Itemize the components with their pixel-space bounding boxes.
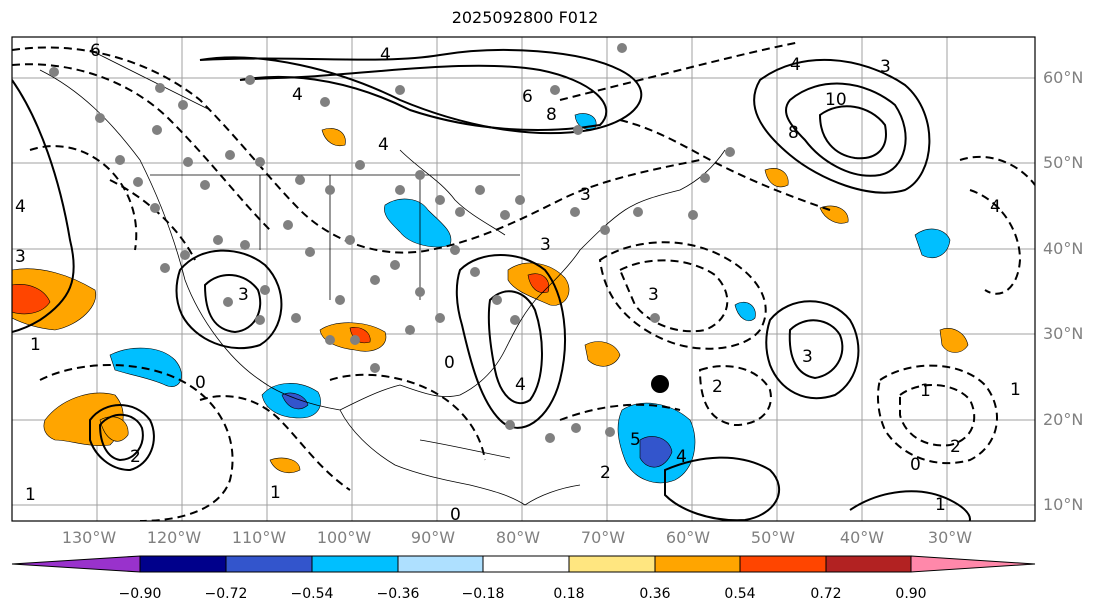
- colorbar-tick-label: 0.36: [639, 586, 671, 602]
- station-dots: [49, 43, 735, 443]
- longitude-label: 90°W: [410, 528, 456, 547]
- contour-label: 1: [30, 335, 41, 355]
- contour-label: 8: [788, 123, 799, 143]
- colorbar-tick-label: 0.90: [895, 586, 927, 602]
- latitude-label: 50°N: [1043, 153, 1084, 172]
- colorbar-segment: [139, 555, 227, 573]
- latitude-label: 20°N: [1043, 410, 1084, 429]
- contour-label: 3: [580, 185, 591, 205]
- contour-label: 0: [450, 505, 461, 525]
- contour-label: 0: [444, 353, 455, 373]
- map-frame: [11, 36, 1036, 522]
- contour-label: 3: [648, 285, 659, 305]
- contour-label: 3: [802, 347, 813, 367]
- colorbar-tick-label: 0.54: [724, 586, 756, 602]
- colorbar-segment: [825, 555, 912, 573]
- contour-label: 3: [880, 57, 891, 77]
- contour-label: 1: [920, 381, 931, 401]
- contour-label: 4: [515, 375, 526, 395]
- colorbar-segment: [910, 555, 1036, 573]
- shade-mexico-darkblue: [281, 392, 309, 410]
- colorbar-segment: [225, 555, 313, 573]
- chart-title: 2025092800 F012: [451, 8, 599, 27]
- contour-label: 2: [130, 447, 141, 467]
- longitude-label: 30°W: [927, 528, 973, 547]
- shade-blue-patch-1: [734, 301, 756, 322]
- contour-label: 4: [790, 55, 801, 75]
- shade-east-coast-red: [527, 273, 550, 293]
- colorbar-tick-label: 0.18: [553, 586, 585, 602]
- latitude-label: 10°N: [1043, 495, 1084, 514]
- contour-label: 6: [522, 87, 533, 107]
- contour-label: 8: [546, 105, 557, 125]
- contour-label: 4: [292, 85, 303, 105]
- latitude-label: 40°N: [1043, 239, 1084, 258]
- colorbar-tick-label: −0.72: [204, 586, 248, 602]
- latitude-label: 60°N: [1043, 68, 1084, 87]
- colorbar-segment: [397, 555, 484, 573]
- longitude-label: 100°W: [316, 528, 372, 547]
- colorbar: [11, 555, 1036, 573]
- contour-label-group: 6 4 4 6 8 4 10 8 4 3 3 3 4 1 3 2 0 2 4 0…: [15, 41, 1021, 525]
- contour-label: 5: [630, 430, 641, 450]
- contour-label: 6: [90, 41, 101, 61]
- colorbar-segment: [11, 555, 141, 573]
- storm-marker: [651, 375, 669, 393]
- colorbar-tick-label: −0.36: [376, 586, 420, 602]
- contour-label: 1: [25, 485, 36, 505]
- longitude-label: 80°W: [495, 528, 541, 547]
- shade-pacific-orange: [12, 268, 97, 331]
- contour-label: 2: [950, 437, 961, 457]
- contour-label: 4: [378, 135, 389, 155]
- shade-orange-patch-2: [269, 457, 301, 473]
- shade-atlantic-darkblue: [639, 436, 673, 468]
- latitude-label: 30°N: [1043, 324, 1084, 343]
- shade-orange-patch-3: [321, 128, 346, 147]
- colorbar-segment: [739, 555, 827, 573]
- contour-label: 3: [238, 285, 249, 305]
- shade-atlantic-orange: [584, 341, 621, 367]
- shade-tropical-orange: [43, 392, 124, 446]
- contour-label: 4: [676, 447, 687, 467]
- shade-northatl-orange: [764, 168, 789, 188]
- longitude-label: 130°W: [61, 528, 117, 547]
- shaded-regions: [12, 113, 969, 484]
- contour-label: 2: [712, 377, 723, 397]
- contour-label: 1: [935, 495, 946, 515]
- longitude-label: 110°W: [231, 528, 287, 547]
- contour-label: 3: [15, 247, 26, 267]
- colorbar-segment: [568, 555, 656, 573]
- contour-label: 10: [825, 90, 847, 110]
- colorbar-tick-label: 0.72: [810, 586, 842, 602]
- dashed-contours: [12, 41, 1035, 521]
- longitude-label: 50°W: [750, 528, 796, 547]
- longitude-label: 70°W: [580, 528, 626, 547]
- colorbar-tick-label: −0.90: [118, 586, 162, 602]
- contour-label: 4: [15, 197, 26, 217]
- shade-eastern-orange: [939, 328, 969, 353]
- contour-label: 3: [540, 235, 551, 255]
- longitude-label: 40°W: [839, 528, 885, 547]
- contour-label: 4: [380, 45, 391, 65]
- colorbar-tick-label: −0.18: [461, 586, 505, 602]
- contour-label: 4: [990, 197, 1001, 217]
- graticule: [12, 37, 1035, 521]
- coastlines: [39, 49, 726, 506]
- contour-label: 1: [270, 483, 281, 503]
- shade-pacific-red: [12, 284, 51, 315]
- contour-label: 2: [600, 463, 611, 483]
- shade-eastern-blue: [914, 228, 951, 259]
- solid-contours: [12, 49, 971, 521]
- longitude-label: 60°W: [665, 528, 711, 547]
- colorbar-tick-label: −0.54: [290, 586, 334, 602]
- longitude-label: 120°W: [146, 528, 202, 547]
- colorbar-segment: [311, 555, 399, 573]
- contour-label: 0: [910, 455, 921, 475]
- colorbar-segment: [482, 555, 570, 573]
- contour-label: 0: [195, 373, 206, 393]
- contour-label: 1: [1010, 380, 1021, 400]
- colorbar-segment: [654, 555, 741, 573]
- shade-orange-patch-1: [819, 205, 849, 224]
